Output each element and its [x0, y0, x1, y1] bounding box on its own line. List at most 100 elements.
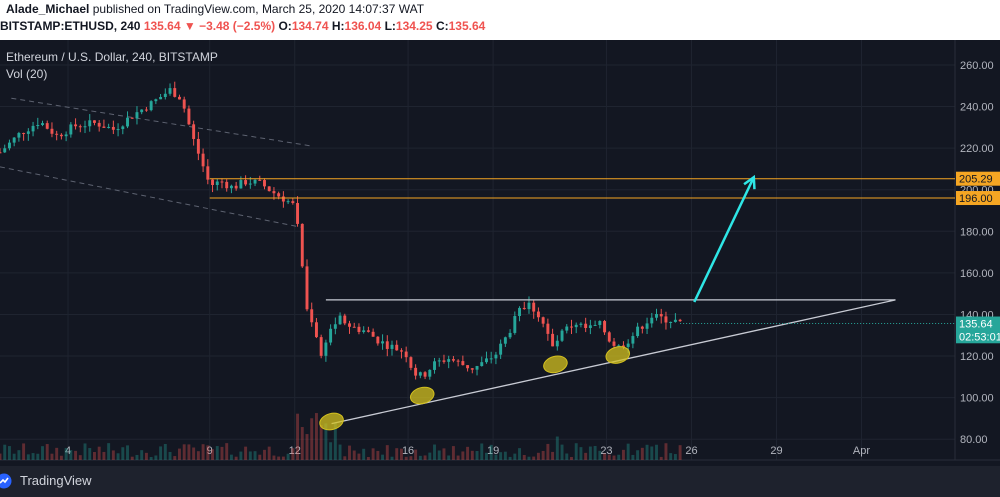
volume-bar — [560, 444, 564, 460]
volume-bar — [650, 446, 654, 460]
volume-bar — [475, 450, 479, 460]
candle-body — [418, 372, 422, 376]
candle-body — [130, 117, 134, 119]
volume-bar — [489, 444, 493, 460]
candle-body — [381, 341, 385, 344]
candle-body — [664, 316, 668, 323]
close-label: C: — [435, 19, 449, 33]
volume-bar — [522, 455, 526, 460]
volume-bar — [22, 443, 26, 460]
candle-body — [461, 361, 465, 366]
candle-body — [390, 344, 394, 349]
volume-bar — [371, 448, 375, 460]
volume-bar — [588, 446, 592, 460]
chart-legend-title[interactable]: Ethereum / U.S. Dollar, 240, BITSTAMP — [6, 50, 218, 64]
candle-body — [149, 101, 153, 111]
support-touch-marker — [605, 346, 631, 364]
volume-bar — [555, 436, 559, 460]
author-name[interactable]: Alade_Michael — [6, 2, 90, 16]
volume-bar — [376, 450, 380, 460]
candle-body — [485, 358, 488, 363]
volume-bar — [442, 448, 446, 460]
volume-indicator-label[interactable]: Vol (20) — [6, 67, 48, 81]
volume-bar — [428, 452, 432, 460]
candle-body — [593, 324, 597, 326]
volume-bar — [291, 448, 295, 460]
candle-body — [659, 314, 663, 317]
volume-bar — [187, 444, 191, 460]
candle-body — [36, 125, 40, 127]
volume-bar — [678, 445, 682, 460]
volume-bar — [130, 456, 134, 460]
x-tick-label: 26 — [685, 445, 697, 457]
symbol-label[interactable]: BITSTAMP:ETHUSD, 240 — [0, 19, 141, 33]
volume-bar — [329, 442, 333, 460]
volume-bar — [352, 450, 356, 460]
footer-brand[interactable]: TradingView — [20, 473, 92, 488]
candle-body — [192, 124, 196, 139]
volume-bar — [433, 444, 436, 460]
candle-body — [286, 201, 290, 203]
volume-bar — [64, 447, 68, 460]
volume-bar — [423, 455, 427, 460]
candle-body — [45, 123, 49, 129]
volume-bar — [26, 454, 30, 460]
channel-upper-line — [11, 97, 312, 147]
volume-bar — [621, 449, 625, 460]
x-tick-label: 12 — [289, 445, 301, 457]
volume-bar — [286, 453, 290, 460]
volume-bar — [97, 446, 101, 460]
volume-bar — [456, 455, 460, 460]
candle-body — [428, 369, 432, 377]
volume-bar — [655, 444, 658, 460]
candle-body — [362, 330, 366, 333]
candle-body — [574, 324, 578, 328]
volume-bar — [503, 451, 507, 460]
volume-bar — [111, 450, 115, 460]
candle-body — [140, 109, 144, 113]
candle-body — [248, 183, 252, 185]
candle-body — [433, 361, 436, 370]
volume-bar — [673, 454, 677, 460]
ohlc-line: BITSTAMP:ETHUSD, 240 135.64 ▼ −3.48 (−2.… — [0, 19, 485, 33]
candle-body — [532, 302, 536, 312]
volume-bar — [55, 447, 59, 460]
price-label-resistance: 196.00 — [959, 193, 993, 205]
volume-bar — [144, 452, 148, 460]
volume-bar — [631, 454, 635, 460]
volume-bar — [281, 456, 285, 460]
volume-bar — [102, 451, 106, 460]
volume-bar — [385, 445, 389, 460]
candle-body — [442, 360, 446, 362]
volume-bar — [418, 455, 422, 460]
candle-body — [527, 302, 531, 310]
volume-bar — [277, 456, 281, 460]
volume-bar — [192, 447, 196, 460]
candle-body — [466, 365, 470, 369]
volume-bar — [31, 453, 35, 460]
volume-bar — [324, 423, 328, 460]
candle-body — [182, 99, 186, 109]
volume-bar — [178, 448, 181, 460]
x-tick-label: 9 — [207, 445, 213, 457]
volume-bar — [645, 444, 649, 460]
last-price: 135.64 — [143, 19, 181, 33]
candle-body — [565, 326, 569, 331]
candle-body — [319, 337, 323, 356]
volume-bar — [494, 454, 498, 460]
volume-bar — [362, 448, 366, 460]
candle-body — [116, 129, 120, 131]
volume-bar — [513, 453, 517, 460]
volume-bar — [83, 443, 87, 460]
y-tick-label: 80.00 — [960, 434, 988, 446]
y-tick-label: 220.00 — [960, 143, 994, 155]
volume-bar — [390, 456, 394, 460]
price-chart[interactable]: 260.00240.00220.00200.00180.00160.00140.… — [0, 40, 1000, 466]
volume-bar — [612, 455, 616, 460]
candle-body — [343, 315, 347, 324]
candle-body — [244, 180, 248, 185]
volume-bar — [92, 451, 96, 460]
candle-body — [296, 203, 300, 224]
volume-bar — [59, 455, 63, 460]
volume-bar — [121, 447, 125, 460]
